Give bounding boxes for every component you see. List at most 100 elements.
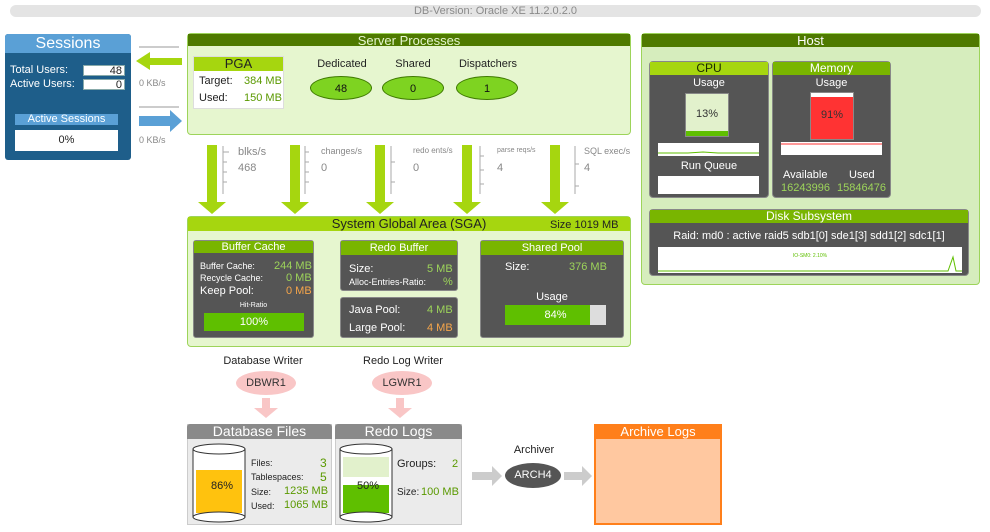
shared-pool-size-value: 376 MB	[569, 261, 607, 273]
database-files-title: Database Files	[187, 424, 332, 439]
active-users-value: 0	[83, 79, 125, 91]
host-title: Host	[642, 34, 979, 47]
dispatchers-oval: 1	[456, 76, 518, 100]
rate-out: 0 KB/s	[139, 135, 166, 145]
db-size-label: Size:	[251, 487, 272, 497]
cpu-title: CPU	[650, 62, 768, 75]
lgwr-oval: LGWR1	[372, 371, 432, 395]
disk-title: Disk Subsystem	[650, 210, 968, 223]
sga-size: Size 1019 MB	[550, 219, 619, 231]
memory-usage-value: 91%	[820, 109, 844, 121]
shared-label: Shared	[395, 58, 431, 70]
buffer-cache-label: Buffer Cache:	[200, 261, 255, 271]
cpu-usage-fill	[686, 131, 728, 136]
java-pool-label: Java Pool:	[349, 304, 401, 316]
archiver-title: Archiver	[513, 444, 555, 456]
redo-logs-cylinder	[339, 443, 393, 523]
lgwr-title: Redo Log Writer	[363, 355, 443, 367]
session-flow-arrows	[136, 46, 182, 132]
disk-io-graph: IO-SM0: 2.10%	[658, 247, 962, 273]
pga-used-label: Used:	[199, 92, 228, 104]
flow-value-0: 468	[238, 162, 257, 174]
redo-groups-label: Groups:	[397, 458, 437, 470]
memory-used-value: 15846476	[837, 182, 886, 194]
redo-logs-fill-label: 50%	[356, 480, 380, 492]
redo-size-label-2: Size:	[397, 487, 420, 498]
memory-available-value: 16243996	[781, 182, 830, 194]
sga-panel: System Global Area (SGA) Size 1019 MB Bu…	[187, 216, 631, 347]
pools-box: Java Pool: 4 MB Large Pool: 4 MB	[340, 297, 458, 338]
redo-buffer-box: Redo Buffer Size: 5 MB Alloc-Entries-Rat…	[340, 240, 458, 291]
alloc-ratio-value: %	[443, 276, 453, 288]
archiver-arrows	[472, 466, 592, 486]
shared-pool-usage-fill	[505, 305, 590, 325]
dedicated-oval: 48	[310, 76, 372, 100]
host-panel: Host CPU Usage 13% Run Queue Memory Usag…	[641, 33, 980, 285]
server-processes-panel: Server Processes PGA Target: 384 MB Used…	[187, 33, 631, 135]
keep-pool-label: Keep Pool:	[200, 285, 254, 297]
dbwr-oval: DBWR1	[236, 371, 296, 395]
dedicated-label: Dedicated	[317, 58, 367, 70]
arch-oval: ARCH4	[505, 463, 561, 488]
large-pool-label: Large Pool:	[349, 322, 406, 334]
archive-logs-panel: Archive Logs	[594, 424, 722, 525]
db-size-value: 1235 MB	[284, 485, 329, 497]
shared-pool-box: Shared Pool Size: 376 MB Usage 84%	[480, 240, 624, 338]
flow-value-1: 0	[321, 162, 328, 174]
sessions-title: Sessions	[5, 34, 131, 53]
redo-size-label: Size:	[349, 263, 374, 275]
buffer-cache-title: Buffer Cache	[194, 241, 313, 253]
disk-io-label: IO-SM0: 2.10%	[792, 253, 828, 259]
tablespaces-label: Tablespaces:	[251, 472, 304, 482]
redo-groups-value: 2	[452, 458, 459, 470]
hit-ratio-track: 100%	[204, 313, 304, 331]
flow-label-4: SQL exec/s	[584, 146, 631, 156]
total-users-value: 48	[83, 65, 125, 77]
buffer-cache-box: Buffer Cache Buffer Cache: 244 MB Recycl…	[193, 240, 314, 338]
cpu-usage-gauge: 13%	[685, 93, 729, 137]
sessions-panel: Sessions Total Users: 48 Active Users: 0…	[5, 34, 131, 160]
active-users-label: Active Users:	[10, 78, 75, 90]
writer-arrows	[254, 398, 412, 418]
pga-used-value: 150 MB	[244, 92, 282, 104]
pga-title: PGA	[194, 57, 283, 71]
dispatchers-label: Dispatchers	[458, 58, 518, 70]
memory-title: Memory	[773, 62, 890, 75]
cpu-usage-label: Usage	[693, 77, 725, 89]
database-files-fill-label: 86%	[210, 480, 234, 492]
db-files-label: Files:	[251, 458, 273, 468]
memory-usage-fill	[811, 97, 853, 139]
cpu-usage-value: 13%	[695, 108, 719, 120]
memory-usage-gauge: 91%	[810, 92, 854, 140]
db-used-label: Used:	[251, 501, 275, 511]
db-files-value: 3	[320, 456, 327, 470]
shared-oval: 0	[382, 76, 444, 100]
shared-pool-usage-label: Usage	[536, 291, 568, 303]
large-pool-value: 4 MB	[427, 322, 453, 334]
hit-ratio-label: Hit-Ratio	[239, 302, 268, 309]
pga-box: PGA Target: 384 MB Used: 150 MB	[193, 56, 284, 109]
redo-logs-title: Redo Logs	[335, 424, 462, 439]
shared-pool-size-label: Size:	[505, 261, 530, 273]
total-users-label: Total Users:	[10, 64, 69, 76]
memory-available-label: Available	[783, 169, 828, 181]
memory-used-label: Used	[849, 169, 875, 181]
memory-box: Memory Usage 91% Available 16243996 Used…	[772, 61, 891, 198]
flow-value-4: 4	[584, 162, 591, 174]
flow-label-3: parse reqs/s	[497, 147, 536, 154]
disk-raid-text: Raid: md0 : active raid5 sdb1[0] sde1[3]…	[673, 230, 945, 242]
cpu-box: CPU Usage 13% Run Queue	[649, 61, 769, 198]
db-version-bar: DB-Version: Oracle XE 11.2.0.2.0	[10, 5, 981, 17]
alloc-ratio-label: Alloc-Entries-Ratio:	[349, 277, 427, 287]
sga-flow-arrows	[198, 145, 579, 214]
pga-target-label: Target:	[199, 75, 233, 87]
flow-label-0: blks/s	[238, 146, 267, 158]
db-used-value: 1065 MB	[284, 499, 329, 511]
rate-in: 0 KB/s	[139, 78, 166, 88]
shared-pool-usage-track: 84%	[505, 305, 606, 325]
memory-usage-label: Usage	[815, 77, 848, 89]
dbwr-title: Database Writer	[223, 355, 303, 367]
recycle-cache-label: Recycle Cache:	[200, 273, 264, 283]
shared-pool-usage-value: 84%	[544, 309, 567, 321]
tablespaces-value: 5	[320, 470, 327, 484]
